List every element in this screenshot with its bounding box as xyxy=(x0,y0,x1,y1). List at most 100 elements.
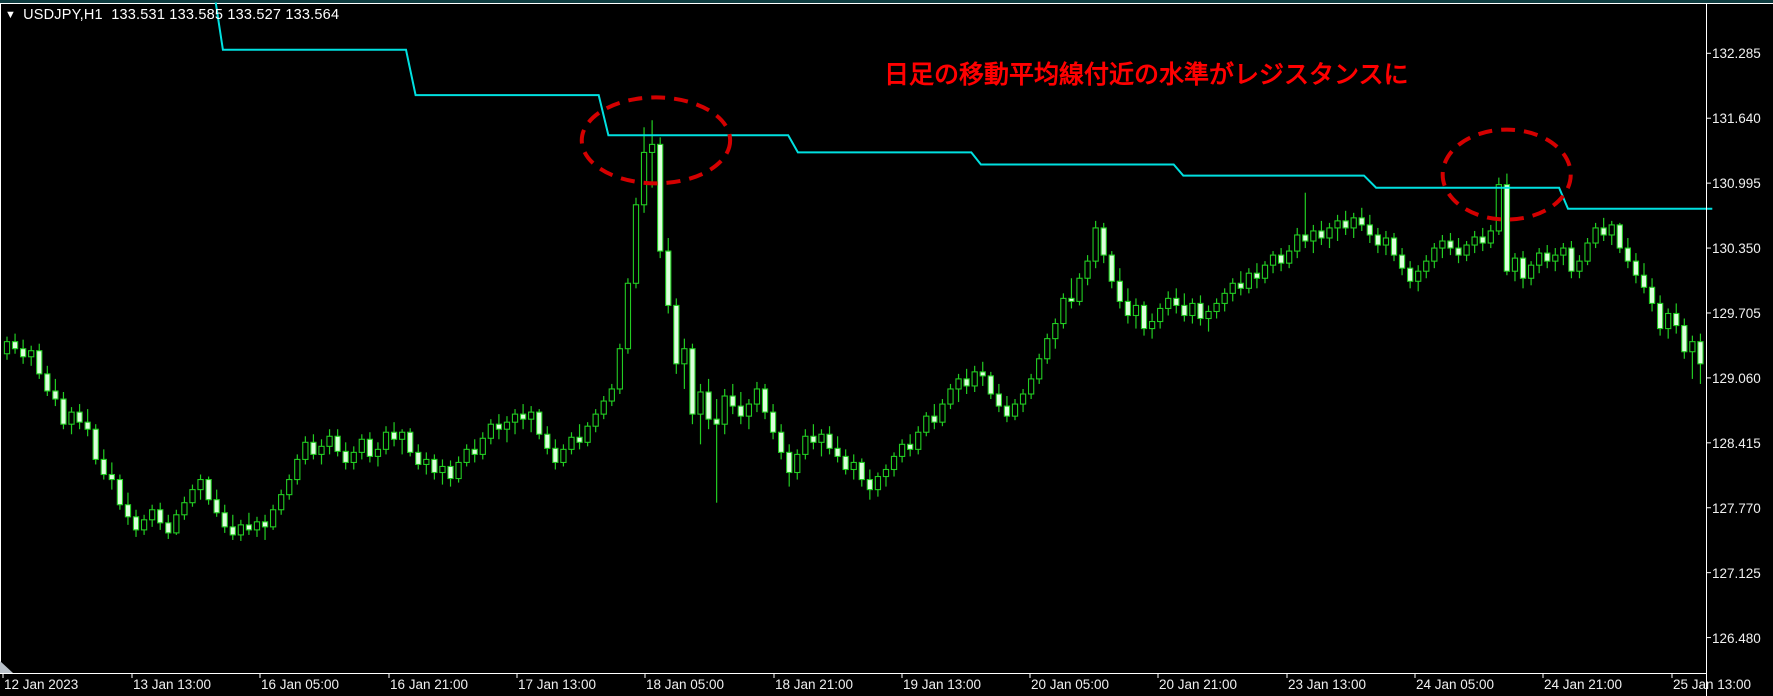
candle-body xyxy=(1052,322,1059,340)
candle-body xyxy=(415,451,422,466)
window-top-strip xyxy=(0,0,1773,3)
candle-body xyxy=(640,151,648,206)
candle-body xyxy=(939,403,946,423)
candle-body xyxy=(584,425,591,443)
candle-body xyxy=(882,468,890,478)
candle-body xyxy=(1132,304,1140,317)
candle-body xyxy=(1060,297,1067,325)
candle-body xyxy=(1527,264,1535,279)
candle-body xyxy=(1286,250,1293,264)
candle-body xyxy=(528,411,535,420)
candle-body xyxy=(1221,292,1228,304)
candle-body xyxy=(471,448,478,455)
time-axis-label: 16 Jan 05:00 xyxy=(261,677,340,692)
time-axis-label: 19 Jan 13:00 xyxy=(903,677,982,692)
candle-body xyxy=(721,395,728,425)
candle-body xyxy=(1116,280,1123,302)
time-axis-label: 20 Jan 05:00 xyxy=(1031,677,1110,692)
candle-body xyxy=(1568,247,1575,272)
candle-body xyxy=(1318,230,1325,239)
candle-body xyxy=(907,443,914,450)
time-axis-label: 18 Jan 05:00 xyxy=(646,677,725,692)
candle-body xyxy=(1157,307,1164,323)
price-axis-label: 127.770 xyxy=(1712,500,1761,516)
candle-body xyxy=(761,388,769,413)
price-axis-label: 129.705 xyxy=(1712,305,1761,321)
candle-body xyxy=(1269,254,1277,266)
candle-body xyxy=(987,375,994,395)
candle-body xyxy=(221,512,228,528)
candle-body xyxy=(834,447,841,457)
candle-body xyxy=(995,393,1003,407)
candle-body xyxy=(1011,403,1019,417)
time-axis-label: 18 Jan 21:00 xyxy=(775,677,854,692)
candle-body xyxy=(915,431,922,450)
plot-left-border xyxy=(0,3,1,673)
candle-body xyxy=(552,447,559,463)
candle-body xyxy=(1511,257,1519,272)
candle-body xyxy=(302,441,309,460)
candle-body xyxy=(810,435,817,443)
candle-body xyxy=(1027,378,1035,395)
candle-body xyxy=(947,388,954,405)
candle-body xyxy=(1003,405,1011,417)
time-axis-label: 16 Jan 21:00 xyxy=(390,677,469,692)
candle-body xyxy=(1326,227,1333,239)
candle-body xyxy=(1100,227,1107,256)
candle-body xyxy=(1036,358,1043,380)
candle-body xyxy=(1608,224,1615,236)
candle-body xyxy=(3,341,11,355)
candle-body xyxy=(665,250,672,306)
candle-body xyxy=(1576,260,1583,272)
price-axis-label: 126.480 xyxy=(1712,630,1761,646)
candle-body xyxy=(390,431,398,440)
candle-body xyxy=(1310,230,1317,242)
candle-body xyxy=(689,348,696,415)
candle-body xyxy=(1455,247,1462,256)
candle-body xyxy=(608,388,615,402)
candle-body xyxy=(1584,242,1591,262)
candle-body xyxy=(269,509,277,528)
candle-body xyxy=(28,350,35,358)
candle-body xyxy=(648,143,656,153)
candle-body xyxy=(1237,282,1244,289)
candle-body xyxy=(955,378,962,390)
candle-body xyxy=(1495,184,1502,232)
candle-body xyxy=(632,204,640,284)
candle-body xyxy=(108,473,115,481)
resistance-touch-2 xyxy=(1440,127,1573,222)
candle-body xyxy=(1165,297,1172,309)
candle-body xyxy=(729,395,736,407)
candle-body xyxy=(576,436,583,443)
candle-body xyxy=(1431,247,1438,262)
candle-body xyxy=(52,390,59,400)
candle-body xyxy=(382,431,390,450)
candle-body xyxy=(1068,297,1075,302)
candle-body xyxy=(1148,320,1156,330)
candle-body xyxy=(1124,300,1132,317)
candle-body xyxy=(205,479,212,501)
candle-body xyxy=(1084,260,1091,279)
candle-body xyxy=(769,411,777,433)
candle-body xyxy=(1560,247,1567,256)
candle-body xyxy=(1439,240,1446,249)
candle-body xyxy=(189,489,196,504)
candle-body xyxy=(36,350,43,375)
candle-body xyxy=(447,465,454,480)
candle-body xyxy=(1552,254,1559,262)
candle-body xyxy=(1197,302,1204,320)
candle-body xyxy=(19,348,27,358)
candle-body xyxy=(1334,220,1341,229)
candle-body xyxy=(1415,270,1422,282)
candle-body xyxy=(1189,302,1196,317)
dropdown-arrow-icon[interactable]: ▼ xyxy=(5,9,17,21)
candle-body xyxy=(1640,274,1648,288)
candle-body xyxy=(286,479,293,496)
price-axis-label: 127.125 xyxy=(1712,565,1761,581)
candle-body xyxy=(124,504,132,518)
candle-body xyxy=(326,435,333,447)
symbol-timeframe-label: USDJPY,H1 xyxy=(23,7,103,23)
candle-body xyxy=(76,411,83,423)
candle-body xyxy=(431,458,438,474)
